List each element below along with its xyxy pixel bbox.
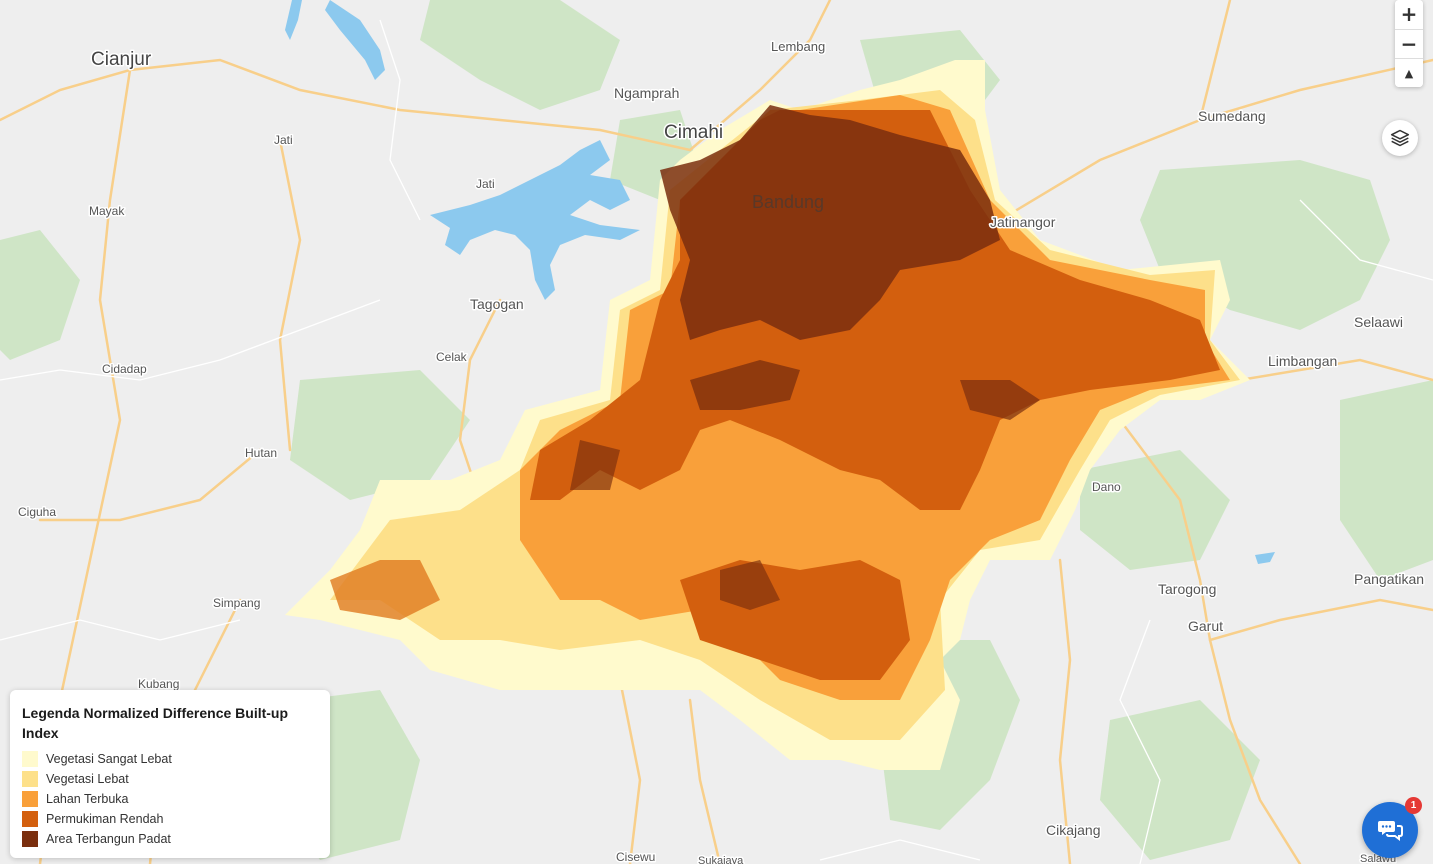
legend-label: Vegetasi Lebat: [46, 772, 129, 786]
place-label: Jati: [476, 177, 495, 191]
place-label: Cianjur: [91, 49, 152, 70]
place-label: Ngamprah: [614, 85, 679, 101]
place-label: Dano: [1092, 480, 1121, 494]
legend-label: Vegetasi Sangat Lebat: [46, 752, 172, 766]
place-label: Cisewu: [616, 850, 655, 864]
layers-icon: [1390, 129, 1410, 147]
notification-badge: 1: [1405, 797, 1422, 814]
place-label: Hutan: [245, 446, 277, 460]
place-label: Kubang: [138, 677, 179, 691]
legend-item: Area Terbangun Padat: [22, 829, 318, 849]
place-label: Garut: [1188, 618, 1223, 634]
legend-item: Permukiman Rendah: [22, 809, 318, 829]
minor-roads: [0, 19, 1433, 864]
place-label: Simpang: [213, 596, 260, 610]
legend-label: Lahan Terbuka: [46, 792, 129, 806]
zoom-controls: + − ▲: [1395, 0, 1423, 87]
legend-swatch: [22, 791, 38, 807]
place-label: Ciguha: [18, 505, 56, 519]
legend-swatch: [22, 751, 38, 767]
reservoir: [285, 0, 1275, 564]
legend-label: Permukiman Rendah: [46, 812, 164, 826]
legend-item: Lahan Terbuka: [22, 789, 318, 809]
place-label: Selaawi: [1354, 314, 1403, 330]
chat-icon: [1378, 821, 1403, 841]
place-label: Tarogong: [1158, 581, 1216, 597]
place-label: Cikajang: [1046, 822, 1100, 838]
place-label: Jatinangor: [990, 214, 1056, 230]
layers-button[interactable]: [1382, 120, 1418, 156]
place-label: Lembang: [771, 39, 825, 54]
place-label: Tagogan: [470, 296, 524, 312]
ndbi-region: [285, 60, 1250, 770]
legend-title: Legenda Normalized Difference Built-up I…: [22, 705, 289, 741]
legend-swatch: [22, 771, 38, 787]
place-label: Celak: [436, 350, 468, 364]
place-label: Pangatikan: [1354, 571, 1424, 587]
legend-swatch: [22, 811, 38, 827]
place-label: Sumedang: [1198, 108, 1266, 124]
place-label: Mayak: [89, 204, 125, 218]
place-label: Cidadap: [102, 362, 147, 376]
reset-north-button[interactable]: ▲: [1395, 58, 1423, 87]
legend-panel: Legenda Normalized Difference Built-up I…: [10, 690, 330, 858]
zoom-out-button[interactable]: −: [1395, 29, 1423, 58]
place-label: Limbangan: [1268, 353, 1337, 369]
place-label: Jati: [274, 133, 293, 147]
legend-item: Vegetasi Lebat: [22, 769, 318, 789]
zoom-in-button[interactable]: +: [1395, 0, 1423, 29]
place-label: Cimahi: [664, 122, 723, 143]
legend-item: Vegetasi Sangat Lebat: [22, 749, 318, 769]
place-labels: Cianjur Lembang Ngamprah Cimahi Sumedang…: [17, 38, 1426, 864]
legend-label: Area Terbangun Padat: [46, 832, 171, 846]
place-label: Sukajaya: [698, 855, 744, 864]
place-label: Bandung: [752, 192, 824, 212]
legend-swatch: [22, 831, 38, 847]
